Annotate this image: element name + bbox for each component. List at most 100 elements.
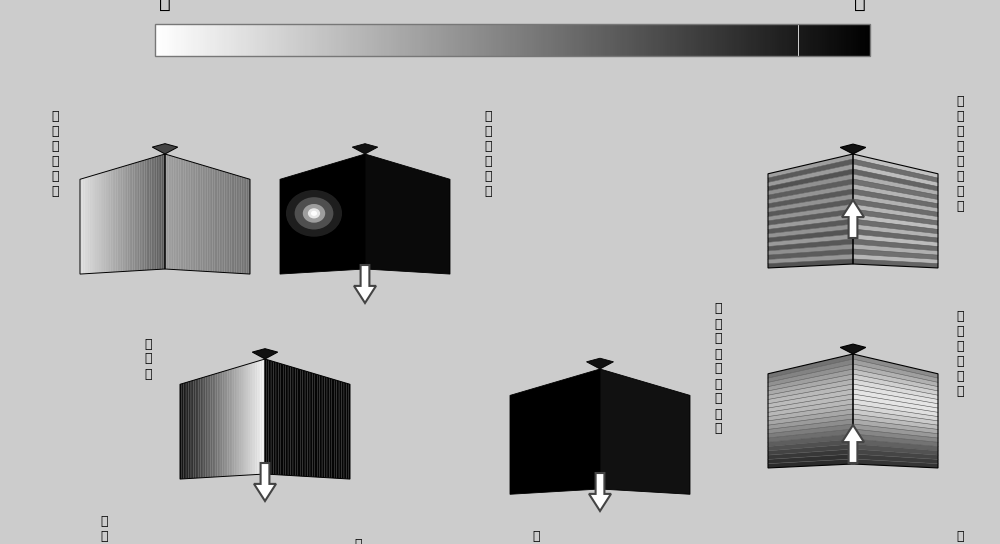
Bar — [329, 24, 331, 56]
Polygon shape — [768, 204, 853, 221]
Polygon shape — [768, 254, 853, 264]
Text: 反
向
抑
制
变
量: 反 向 抑 制 变 量 — [484, 110, 492, 198]
Bar — [686, 24, 689, 56]
Polygon shape — [255, 362, 256, 474]
Bar — [696, 24, 698, 56]
Bar — [691, 24, 694, 56]
Polygon shape — [102, 172, 104, 273]
Polygon shape — [114, 169, 116, 272]
Polygon shape — [231, 369, 233, 476]
Bar — [458, 24, 460, 56]
Polygon shape — [234, 368, 236, 476]
Polygon shape — [258, 361, 260, 474]
Polygon shape — [219, 372, 221, 477]
Bar — [191, 24, 193, 56]
Bar — [851, 24, 853, 56]
Polygon shape — [177, 158, 179, 270]
Bar — [296, 24, 298, 56]
Bar — [663, 24, 665, 56]
Bar — [524, 24, 527, 56]
Bar — [277, 24, 279, 56]
Text: 添
加
随
机
噪
音
模
型: 添 加 随 机 噪 音 模 型 — [956, 95, 964, 213]
Bar — [431, 24, 434, 56]
Polygon shape — [221, 372, 222, 477]
Polygon shape — [224, 172, 226, 273]
Text: 低: 低 — [854, 0, 866, 11]
Bar — [677, 24, 679, 56]
Bar — [257, 24, 260, 56]
Polygon shape — [240, 366, 241, 475]
Bar — [825, 24, 827, 56]
Bar — [186, 24, 188, 56]
Polygon shape — [309, 372, 311, 477]
Polygon shape — [94, 175, 95, 273]
Polygon shape — [328, 378, 330, 478]
Polygon shape — [768, 449, 853, 459]
Polygon shape — [214, 169, 216, 272]
Bar — [591, 24, 594, 56]
Bar — [212, 24, 215, 56]
Polygon shape — [272, 361, 274, 474]
Polygon shape — [211, 168, 213, 272]
Bar — [682, 24, 684, 56]
Bar — [765, 24, 768, 56]
Bar — [310, 24, 312, 56]
Bar — [436, 24, 439, 56]
Polygon shape — [128, 165, 129, 271]
Polygon shape — [204, 376, 206, 478]
Bar — [205, 24, 207, 56]
Polygon shape — [242, 177, 243, 274]
Bar — [672, 24, 675, 56]
Bar — [822, 24, 825, 56]
Polygon shape — [321, 376, 323, 478]
Bar — [381, 24, 384, 56]
Polygon shape — [768, 234, 853, 246]
Bar — [365, 24, 367, 56]
Text: 三
维
断
层
模: 三 维 断 层 模 — [354, 537, 362, 544]
Bar — [584, 24, 586, 56]
Bar — [627, 24, 629, 56]
Bar — [558, 24, 560, 56]
Bar — [689, 24, 691, 56]
Text: 高: 高 — [159, 0, 171, 11]
Bar — [379, 24, 381, 56]
Bar — [653, 24, 656, 56]
Polygon shape — [188, 381, 190, 479]
Polygon shape — [768, 154, 853, 178]
Polygon shape — [216, 169, 218, 272]
Polygon shape — [853, 214, 938, 230]
Polygon shape — [853, 369, 938, 391]
Bar — [269, 24, 272, 56]
Bar — [374, 24, 377, 56]
Bar — [477, 24, 479, 56]
Bar — [217, 24, 219, 56]
Polygon shape — [338, 381, 340, 479]
Bar — [157, 24, 160, 56]
Bar — [160, 24, 162, 56]
Polygon shape — [768, 414, 853, 429]
Polygon shape — [853, 454, 938, 463]
Bar — [829, 24, 832, 56]
Polygon shape — [174, 157, 175, 270]
Bar — [505, 24, 508, 56]
Polygon shape — [289, 366, 290, 475]
Bar — [243, 24, 246, 56]
Bar — [479, 24, 482, 56]
Polygon shape — [95, 174, 97, 273]
Bar — [236, 24, 238, 56]
Polygon shape — [231, 174, 233, 273]
Polygon shape — [202, 377, 204, 478]
Bar — [756, 24, 758, 56]
Bar — [613, 24, 615, 56]
Polygon shape — [279, 363, 280, 475]
Polygon shape — [296, 368, 297, 476]
Bar — [543, 24, 546, 56]
Bar — [169, 24, 172, 56]
Bar — [288, 24, 291, 56]
Bar — [717, 24, 720, 56]
Polygon shape — [853, 359, 938, 382]
Polygon shape — [90, 176, 92, 274]
Bar — [467, 24, 470, 56]
Bar — [748, 24, 751, 56]
Bar — [460, 24, 462, 56]
